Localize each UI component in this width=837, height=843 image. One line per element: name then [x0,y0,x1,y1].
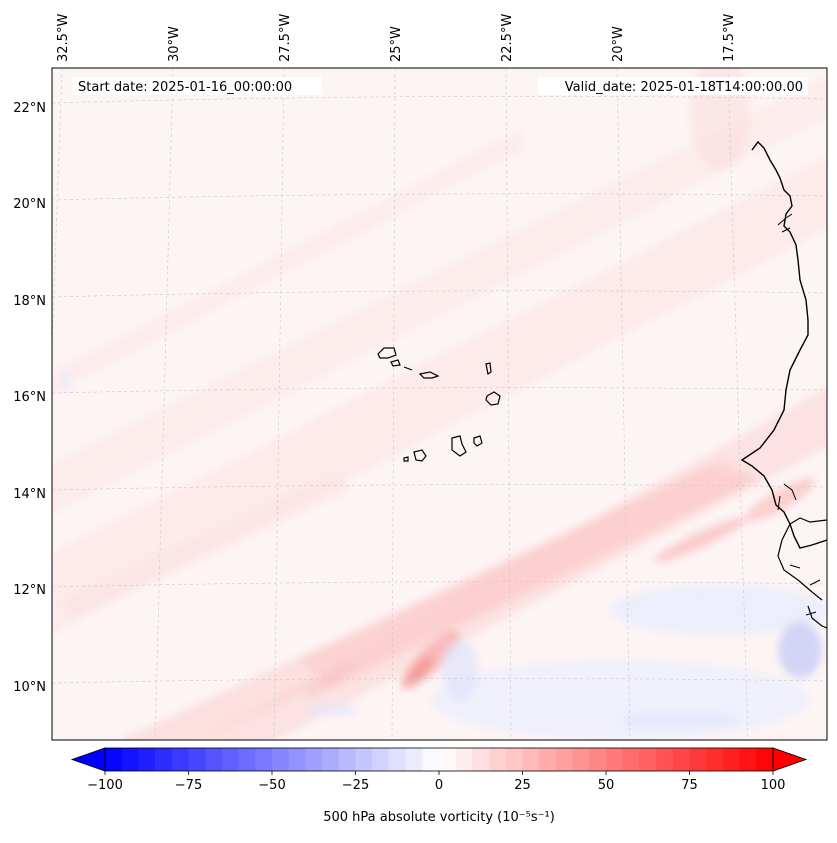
colorbar-segment [689,748,707,771]
colorbar-segment [539,748,557,771]
valid-date-box [538,77,808,95]
colorbar-segment [572,748,590,771]
colorbar-segment [372,748,390,771]
cape-verde-islands [377,347,501,462]
latitude-labels: 22°N 20°N 18°N 16°N 14°N 12°N 10°N [13,101,46,695]
vorticity-field [52,68,827,740]
colorbar-segment [672,748,690,771]
colorbar-segment [706,748,724,771]
map-panel: Start date: 2025-01-16_00:00:00 Valid_da… [13,14,828,741]
colorbar-segment [272,748,290,771]
colorbar-tick-label: −75 [175,778,202,793]
colorbar-tick-label: 75 [681,778,698,793]
lat-label: 10°N [13,680,46,695]
colorbar-label: 500 hPa absolute vorticity (10⁻⁵s⁻¹) [323,810,555,825]
colorbar-tick-label: −50 [258,778,285,793]
lon-label: 17.5°W [722,14,737,62]
colorbar-ticks: −100 −75 −50 −25 0 25 50 75 100 [87,771,785,793]
colorbar-segment [439,748,457,771]
colorbar-tick-label: 0 [435,778,443,793]
colorbar-segments [105,748,774,771]
start-date-box [72,77,322,95]
colorbar-segment [305,748,323,771]
colorbar-segment [238,748,256,771]
lon-label: 22.5°W [500,14,515,62]
colorbar-segment [589,748,607,771]
colorbar-segment [171,748,189,771]
colorbar-segment [555,748,574,771]
colorbar-segment [255,748,273,771]
lat-label: 12°N [13,583,46,598]
longitude-labels: 32.5°W 30°W 27.5°W 25°W 22.5°W 20°W 17.5… [56,14,737,62]
colorbar-segment [205,748,223,771]
colorbar-tick-label: 100 [761,778,786,793]
colorbar-segment [138,748,156,771]
colorbar-segment [756,748,774,771]
colorbar-segment [388,748,407,771]
colorbar-segment [105,748,123,771]
colorbar-tick-label: 50 [598,778,615,793]
colorbar-segment [338,748,356,771]
colorbar-right-arrow [772,747,808,772]
colorbar-segment [322,748,340,771]
africa-coastline-south [777,517,827,629]
colorbar-segment [155,748,173,771]
lat-label: 22°N [13,101,46,116]
colorbar-segment [489,748,507,771]
colorbar-tick-label: −100 [87,778,123,793]
colorbar-segment [355,748,373,771]
coast-detail [777,213,821,616]
lon-label: 30°W [167,26,182,62]
colorbar-segment [221,748,240,771]
colorbar-left-arrow [70,747,106,772]
lat-label: 16°N [13,390,46,405]
start-date-label: Start date: 2025-01-16_00:00:00 [78,80,292,95]
colorbar-tick-label: 25 [514,778,531,793]
colorbar-segment [505,748,523,771]
colorbar-segment [288,748,306,771]
lat-label: 18°N [13,294,46,309]
colorbar-segment [656,748,674,771]
lon-label: 27.5°W [278,14,293,62]
colorbar-segment [622,748,640,771]
colorbar-segment [606,748,624,771]
lat-label: 14°N [13,487,46,502]
valid-date-label: Valid_date: 2025-01-18T14:00:00.00 [565,80,803,95]
colorbar-segment [405,748,423,771]
graticule [52,68,827,740]
colorbar-segment [739,748,757,771]
colorbar-segment [722,748,741,771]
lat-label: 20°N [13,197,46,212]
colorbar: −100 −75 −50 −25 0 25 50 75 100 500 hPa absolute… [70,747,808,825]
map-frame [51,67,828,741]
colorbar-segment [121,748,139,771]
lon-label: 20°W [611,26,626,62]
lon-label: 25°W [389,26,404,62]
colorbar-segment [188,748,206,771]
lon-label: 32.5°W [56,14,71,62]
colorbar-segment [472,748,490,771]
colorbar-segment [522,748,540,771]
colorbar-segment [639,748,657,771]
colorbar-tick-label: −25 [342,778,369,793]
colorbar-segment [422,748,440,771]
colorbar-segment [455,748,473,771]
